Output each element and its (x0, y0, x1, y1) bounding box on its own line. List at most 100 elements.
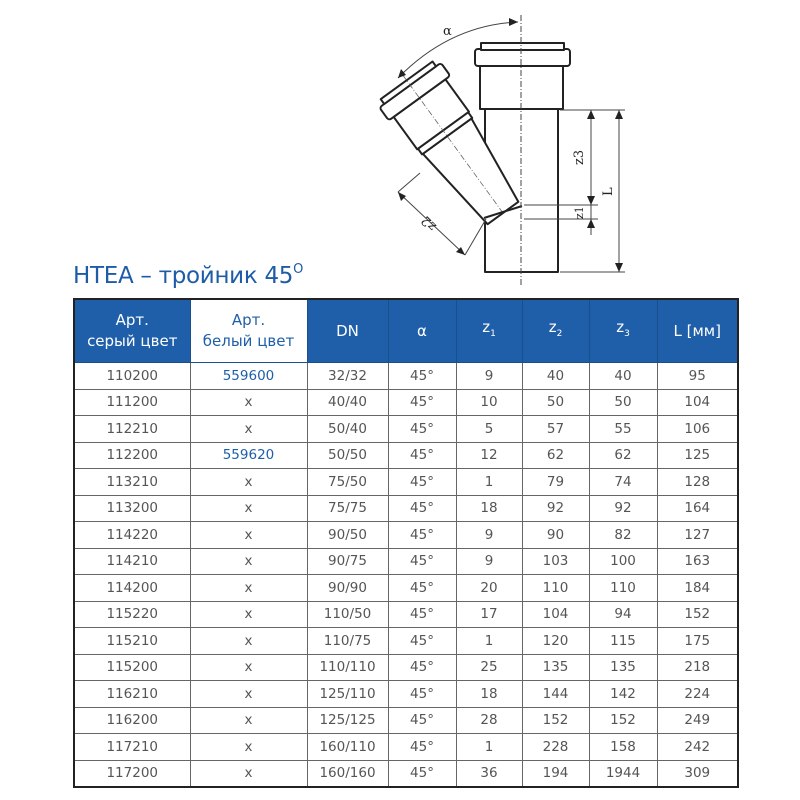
cell-art-white: x (189, 415, 308, 443)
table-row: 112200 559620 50/50 45° 12 62 62 125 (73, 441, 739, 469)
cell-art-grey: 112200 (73, 441, 191, 469)
table-row: 110200 559600 32/32 45° 9 40 40 95 (73, 362, 739, 390)
cell-dn: 90/50 (306, 521, 389, 549)
cell-alpha: 45° (387, 415, 457, 443)
cell-z3: 1944 (588, 759, 658, 788)
cell-z1: 20 (455, 574, 523, 602)
table-row: 115200 x 110/110 45° 25 135 135 218 (73, 653, 739, 681)
cell-z2: 92 (521, 494, 590, 522)
cell-z1: 1 (455, 468, 523, 496)
cell-z3: 110 (588, 574, 658, 602)
cell-alpha: 45° (387, 362, 457, 390)
table-header-row: Арт. серый цвет Арт. белый цвет DN α z1 z2… (73, 298, 739, 363)
cell-z1: 17 (455, 600, 523, 628)
cell-art-grey: 111200 (73, 388, 191, 416)
header-z3: z3 (588, 298, 658, 363)
cell-art-grey: 113200 (73, 494, 191, 522)
cell-z2: 79 (521, 468, 590, 496)
cell-alpha: 45° (387, 521, 457, 549)
cell-dn: 90/75 (306, 547, 389, 575)
cell-art-white: 559620 (189, 441, 308, 469)
cell-alpha: 45° (387, 627, 457, 655)
main-socket-rim (474, 48, 571, 67)
header-art-white: Арт. белый цвет (189, 298, 308, 363)
cell-z3: 82 (588, 521, 658, 549)
table-row: 114210 x 90/75 45° 9 103 100 163 (73, 547, 739, 575)
cell-z2: 120 (521, 627, 590, 655)
cell-dn: 75/50 (306, 468, 389, 496)
cell-z1: 12 (455, 441, 523, 469)
cell-z2: 194 (521, 759, 590, 788)
cell-z3: 92 (588, 494, 658, 522)
cell-art-white: x (189, 388, 308, 416)
cell-z3: 135 (588, 653, 658, 681)
cell-z2: 110 (521, 574, 590, 602)
cell-length: 218 (656, 653, 739, 681)
cell-z3: 142 (588, 680, 658, 708)
cell-z2: 57 (521, 415, 590, 443)
cell-length: 224 (656, 680, 739, 708)
cell-alpha: 45° (387, 600, 457, 628)
cell-length: 152 (656, 600, 739, 628)
cell-length: 104 (656, 388, 739, 416)
cell-z3: 100 (588, 547, 658, 575)
cell-art-white: x (189, 653, 308, 681)
cell-art-grey: 112210 (73, 415, 191, 443)
cell-dn: 50/50 (306, 441, 389, 469)
z2-dimension (397, 191, 466, 256)
cell-alpha: 45° (387, 706, 457, 734)
cell-z2: 40 (521, 362, 590, 390)
cell-z2: 90 (521, 521, 590, 549)
cell-z3: 50 (588, 388, 658, 416)
table-row: 114200 x 90/90 45° 20 110 110 184 (73, 574, 739, 602)
cell-art-grey: 113210 (73, 468, 191, 496)
cell-z1: 9 (455, 547, 523, 575)
cell-z3: 74 (588, 468, 658, 496)
cell-z2: 103 (521, 547, 590, 575)
cell-art-white: x (189, 468, 308, 496)
cell-z3: 55 (588, 415, 658, 443)
header-z2: z2 (521, 298, 590, 363)
cell-z1: 5 (455, 415, 523, 443)
cell-length: 163 (656, 547, 739, 575)
cell-dn: 110/50 (306, 600, 389, 628)
z2-label: z2 (419, 212, 440, 233)
table-row: 115210 x 110/75 45° 1 120 115 175 (73, 627, 739, 655)
pipe-tee-drawing: α z3 z1 L z2 (379, 15, 625, 285)
cell-length: 95 (656, 362, 739, 390)
alpha-arc (397, 21, 519, 79)
cell-dn: 125/110 (306, 680, 389, 708)
cell-dn: 40/40 (306, 388, 389, 416)
cell-z1: 1 (455, 627, 523, 655)
cell-art-white: x (189, 733, 308, 761)
cell-art-grey: 115210 (73, 627, 191, 655)
z3-label: z3 (572, 150, 587, 165)
table-row: 117210 x 160/110 45° 1 228 158 242 (73, 733, 739, 761)
table-row: 113210 x 75/50 45° 1 79 74 128 (73, 468, 739, 496)
header-art-grey: Арт. серый цвет (73, 298, 191, 363)
branch-pipe (379, 60, 520, 226)
cell-art-grey: 115200 (73, 653, 191, 681)
cell-alpha: 45° (387, 468, 457, 496)
cell-z2: 104 (521, 600, 590, 628)
cell-length: 242 (656, 733, 739, 761)
header-dn: DN (306, 298, 389, 363)
cell-z2: 152 (521, 706, 590, 734)
cell-length: 175 (656, 627, 739, 655)
header-z1: z1 (455, 298, 523, 363)
cell-z1: 36 (455, 759, 523, 788)
cell-z2: 144 (521, 680, 590, 708)
cell-z1: 9 (455, 521, 523, 549)
table-row: 117200 x 160/160 45° 36 194 1944 309 (73, 759, 739, 788)
table-row: 114220 x 90/50 45° 9 90 82 127 (73, 521, 739, 549)
cell-art-white: 559600 (189, 362, 308, 390)
cell-length: 184 (656, 574, 739, 602)
cell-art-white: x (189, 494, 308, 522)
cell-art-white: x (189, 680, 308, 708)
cell-z2: 50 (521, 388, 590, 416)
cell-art-white: x (189, 759, 308, 788)
table-row: 111200 x 40/40 45° 10 50 50 104 (73, 388, 739, 416)
table-row: 113200 x 75/75 45° 18 92 92 164 (73, 494, 739, 522)
cell-art-white: x (189, 547, 308, 575)
cell-dn: 125/125 (306, 706, 389, 734)
